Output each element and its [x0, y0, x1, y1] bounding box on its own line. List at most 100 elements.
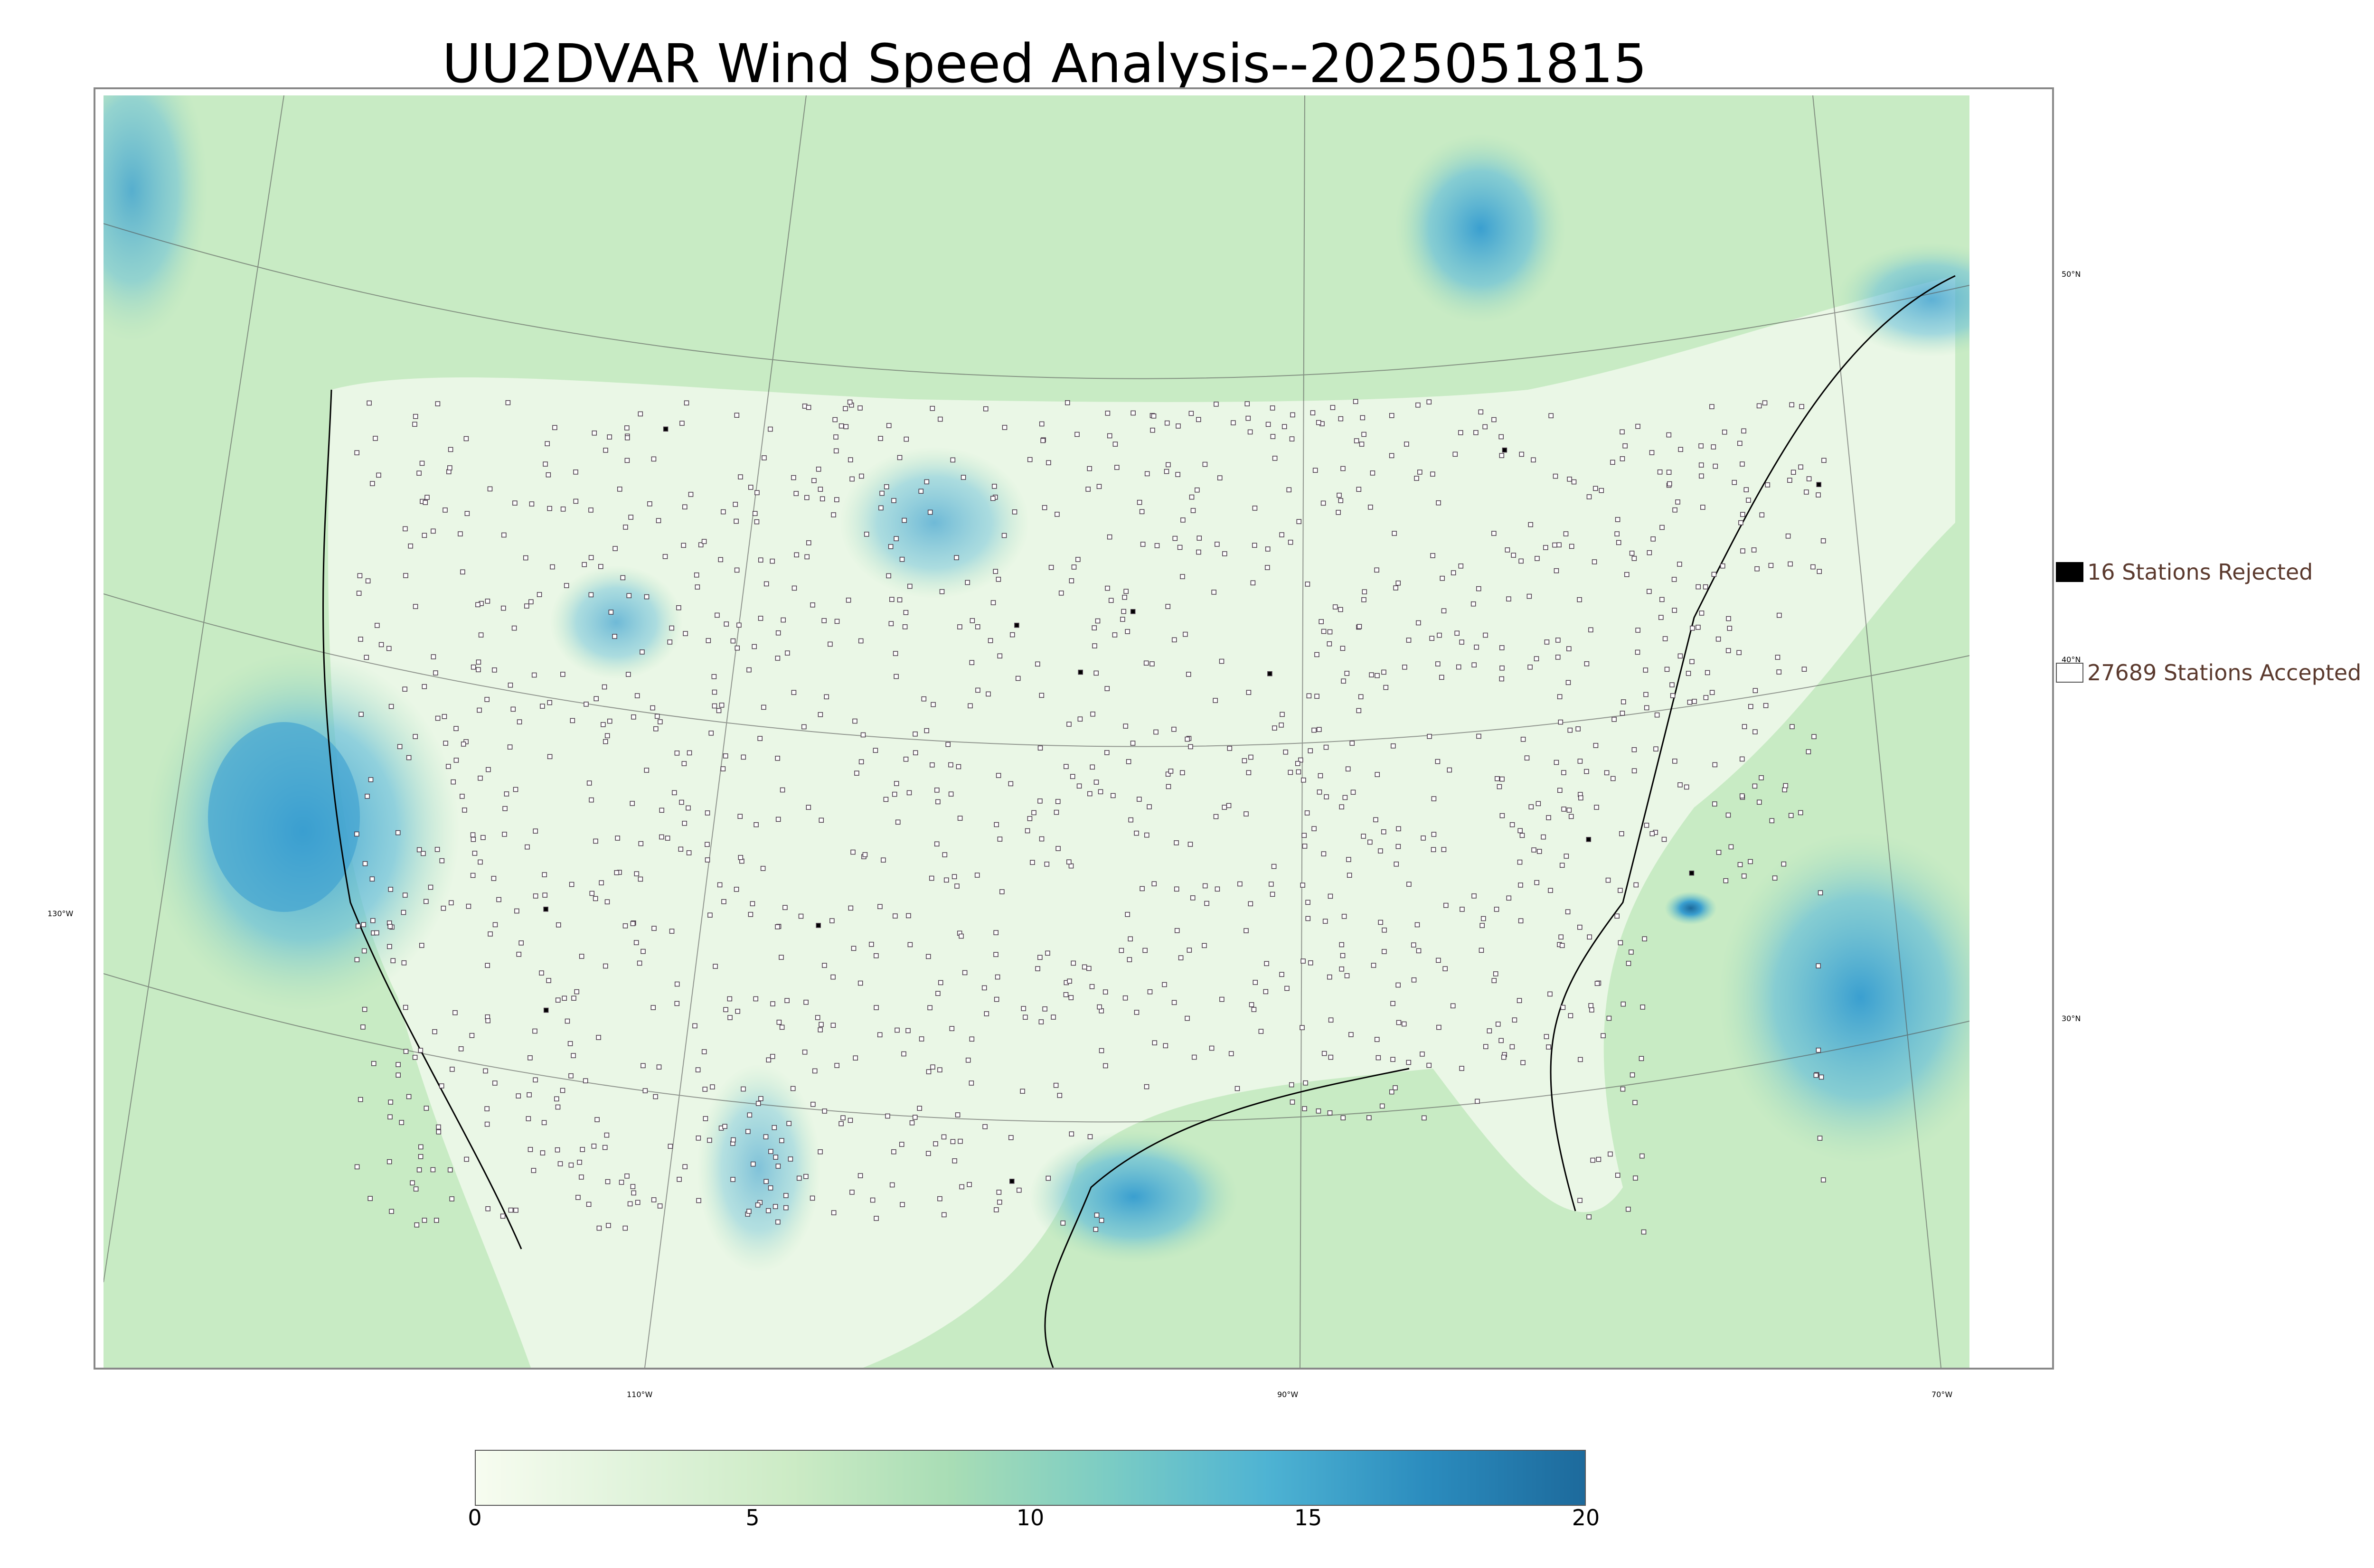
station-marker [1014, 622, 1019, 628]
station-marker [1214, 402, 1219, 407]
station-marker [763, 581, 769, 587]
station-marker [1716, 850, 1722, 855]
station-marker [647, 501, 652, 507]
station-marker [1087, 466, 1092, 471]
station-marker [1479, 948, 1484, 953]
station-marker [1234, 1086, 1240, 1091]
station-marker [926, 1151, 931, 1156]
station-marker [1454, 630, 1460, 636]
station-marker [669, 625, 674, 631]
station-marker [766, 1208, 771, 1213]
station-marker [532, 1028, 537, 1034]
station-marker [681, 761, 687, 766]
station-marker [418, 1144, 424, 1150]
station-marker [818, 712, 823, 717]
station-marker [469, 1033, 475, 1038]
station-marker [582, 562, 587, 567]
station-marker [770, 1001, 775, 1006]
station-marker [1557, 788, 1563, 793]
station-marker [1584, 769, 1589, 774]
station-marker [930, 1064, 935, 1070]
station-marker [1605, 877, 1611, 883]
station-marker [1430, 471, 1435, 477]
station-marker [1739, 793, 1745, 798]
station-marker [1340, 646, 1346, 651]
station-marker [907, 942, 913, 948]
station-marker [612, 634, 617, 639]
station-marker [995, 974, 1000, 980]
station-marker [1188, 411, 1194, 416]
station-marker [464, 511, 470, 516]
station-marker [1499, 645, 1505, 650]
station-marker [575, 1195, 581, 1200]
station-marker [500, 1213, 506, 1219]
station-marker [1725, 812, 1731, 818]
station-marker [638, 411, 643, 417]
station-marker [1443, 902, 1449, 908]
station-marker [775, 817, 781, 822]
station-marker [853, 1055, 858, 1061]
station-marker [1202, 883, 1208, 889]
station-marker [588, 507, 594, 513]
station-marker [1431, 796, 1437, 801]
station-marker [403, 1005, 408, 1010]
station-marker [1279, 723, 1284, 728]
station-marker [779, 1024, 785, 1030]
station-marker [1711, 572, 1717, 577]
station-marker [1649, 831, 1655, 836]
station-marker [1414, 922, 1420, 928]
station-marker [1105, 411, 1111, 416]
station-marker [1790, 469, 1796, 475]
station-marker [1772, 875, 1778, 881]
station-marker [753, 996, 758, 1002]
station-marker [514, 908, 519, 914]
station-marker [1196, 535, 1202, 541]
station-marker [592, 430, 597, 436]
station-marker [1185, 736, 1190, 742]
station-marker [1070, 774, 1075, 779]
station-marker [1687, 699, 1693, 705]
station-marker [821, 618, 827, 623]
station-marker [431, 654, 436, 659]
station-marker [1590, 1157, 1595, 1163]
station-marker [354, 831, 359, 837]
station-marker [1406, 882, 1412, 887]
station-marker [1647, 550, 1652, 555]
station-marker [891, 498, 896, 503]
station-marker [786, 1121, 791, 1126]
station-marker [480, 835, 486, 840]
station-marker [475, 602, 480, 608]
station-marker [1672, 608, 1677, 613]
station-marker [362, 1006, 367, 1012]
station-marker [701, 539, 707, 544]
station-marker [1039, 421, 1045, 427]
station-marker [443, 507, 448, 513]
station-marker [1611, 776, 1616, 781]
wind-speed-map [104, 95, 1969, 1368]
station-marker [864, 532, 869, 537]
station-marker [1172, 637, 1177, 643]
station-marker [772, 1204, 778, 1209]
station-marker [1483, 1044, 1488, 1049]
station-marker [1416, 620, 1421, 626]
station-marker [577, 1160, 582, 1165]
station-marker [1246, 770, 1252, 775]
station-marker [1166, 462, 1171, 468]
station-marker [545, 441, 550, 446]
station-marker [816, 923, 821, 928]
station-marker [1074, 432, 1080, 437]
station-marker [1499, 776, 1505, 782]
station-marker [1093, 670, 1099, 676]
station-marker [860, 732, 866, 738]
station-marker [1322, 919, 1328, 924]
station-marker [1654, 712, 1660, 718]
station-marker [1502, 447, 1507, 453]
station-marker [1497, 784, 1502, 789]
station-marker [1754, 566, 1760, 572]
station-marker [1499, 813, 1505, 818]
station-marker [716, 708, 722, 714]
station-marker [669, 929, 675, 934]
station-marker [834, 1063, 839, 1068]
station-marker [1561, 807, 1566, 812]
station-marker [668, 1144, 673, 1149]
